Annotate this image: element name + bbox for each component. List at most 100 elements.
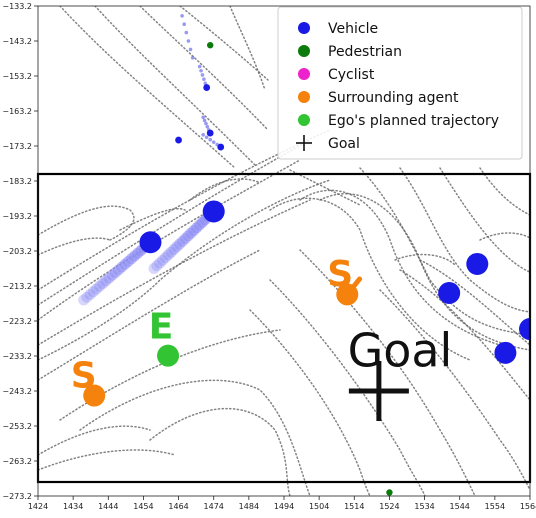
history-trail-point	[197, 64, 202, 69]
history-trail-point	[208, 137, 212, 142]
map-lane-line	[94, 6, 256, 166]
goal-marker	[348, 361, 409, 421]
y-tick-label: −263.2	[2, 457, 32, 466]
map-lane-line	[379, 289, 530, 491]
map-lane-line	[38, 139, 311, 306]
map-lane-line	[439, 167, 530, 273]
y-tick-label: −133.2	[2, 2, 32, 11]
x-tick-label: 1494	[274, 502, 294, 511]
history-trail-point	[199, 68, 203, 73]
vehiclepoint	[202, 200, 225, 223]
x-tick-label: 1454	[133, 502, 153, 511]
legend-marker	[298, 22, 310, 34]
pedestrianpoint	[386, 489, 393, 496]
vehiclepoint	[175, 136, 182, 144]
map-lane-line	[249, 309, 371, 496]
legend-entry: Vehicle	[298, 21, 378, 37]
legend-label: Goal	[328, 136, 360, 152]
history-trail-point	[184, 30, 189, 35]
vehiclepoint	[217, 143, 225, 151]
legend-box	[277, 6, 523, 160]
history-trail-point	[90, 283, 102, 295]
vehiclepoint	[519, 318, 530, 341]
legend-entry: Pedestrian	[298, 44, 402, 60]
map-lane-line	[319, 193, 530, 351]
legend-marker	[298, 91, 310, 103]
pedestrianpoint	[207, 42, 214, 49]
history-trail-point	[151, 260, 163, 272]
legend-marker	[298, 114, 310, 126]
legend-label: Surrounding agent	[328, 90, 459, 106]
map-lane-line	[59, 6, 236, 169]
y-tick-label: −193.2	[2, 212, 32, 221]
annotation-layer: S S E Goal	[71, 254, 453, 397]
history-trail-point	[188, 47, 193, 52]
legend-marker	[298, 45, 310, 57]
map-lane-line	[149, 407, 291, 496]
history-trail-point	[205, 124, 210, 129]
history-trail-point	[87, 286, 99, 298]
y-tick-label: −153.2	[2, 72, 32, 81]
history-trail-point	[78, 294, 90, 306]
legend-label: Ego's planned trajectory	[328, 113, 499, 129]
x-tick-label: 1544	[450, 502, 470, 511]
vehiclepoint	[203, 84, 211, 91]
history-trail-point	[204, 121, 208, 126]
history-trail-point	[211, 140, 216, 144]
y-tick-label: −253.2	[2, 422, 32, 431]
x-tick-label: 1514	[344, 502, 364, 511]
history-trail-point	[180, 14, 184, 18]
history-trail-point	[204, 135, 209, 140]
map-lane-line	[139, 6, 269, 131]
history-trail-point	[186, 39, 191, 43]
agent-heading-mark	[344, 276, 363, 297]
x-tick-label: 1524	[379, 502, 399, 511]
map-lane-line	[229, 6, 266, 91]
y-tick-label: −233.2	[2, 352, 32, 361]
x-tick-label: 1464	[168, 502, 188, 511]
vehiclepoint	[466, 252, 489, 275]
map-lanes-layer	[38, 6, 530, 496]
x-tick-label: 1504	[309, 502, 329, 511]
y-tick-label: −273.2	[2, 492, 32, 501]
map-lane-line	[299, 249, 476, 496]
history-trail-point	[148, 263, 160, 274]
history-trail-point	[84, 289, 96, 300]
map-lane-line	[38, 449, 176, 471]
x-tick-label: 1484	[239, 502, 259, 511]
history-trail-point	[81, 291, 93, 303]
x-tick-label: 1474	[204, 502, 224, 511]
agent-letter-label: E	[149, 307, 174, 348]
y-tick-label: −223.2	[2, 317, 32, 326]
history-trail-point	[162, 249, 174, 261]
history-trail-point	[202, 77, 206, 81]
map-lane-line	[38, 205, 135, 241]
x-tick-label: 1564	[520, 502, 536, 511]
map-lane-line	[399, 167, 530, 313]
agent-points-layer	[83, 42, 530, 496]
history-trail-point	[182, 22, 186, 27]
map-lane-line	[399, 269, 530, 401]
legend-marker	[298, 68, 310, 80]
vehiclepoint	[494, 341, 517, 364]
history-trail-point	[94, 280, 106, 292]
history-trail-point	[97, 278, 109, 289]
history-trail-point	[157, 254, 169, 266]
y-tick-label: −203.2	[2, 247, 32, 256]
agent-letter-label: S	[327, 254, 353, 295]
agent-letter-label: S	[71, 356, 97, 397]
map-lane-line	[394, 253, 456, 266]
ego-s-planned-trajectorypoint	[157, 344, 180, 367]
map-lane-line	[79, 379, 311, 496]
y-tick-label: −143.2	[2, 37, 32, 46]
y-tick-label: −243.2	[2, 387, 32, 396]
y-tick-label: −173.2	[2, 142, 32, 151]
history-trail-point	[159, 252, 171, 264]
history-trail-point	[201, 115, 205, 120]
vehiclepoint	[438, 282, 461, 304]
axes-layer: 1424 1434 1444 1454 1464 1474 1484 1494 1504 1514…	[2, 2, 536, 511]
legend: Vehicle Pedestrian Cyclist Surrounding agen…	[277, 6, 523, 160]
history-trails-layer	[78, 14, 223, 306]
history-trail-point	[190, 56, 195, 60]
